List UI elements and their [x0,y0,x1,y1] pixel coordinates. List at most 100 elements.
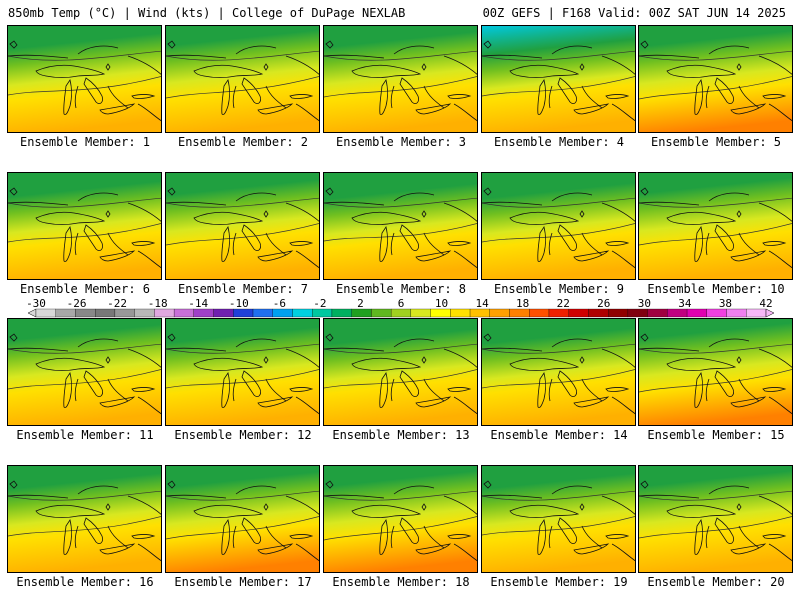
ensemble-member-label: Ensemble Member: 11 [16,428,154,442]
ensemble-member-map [165,172,320,280]
colorbar-tick-label: -26 [66,297,87,310]
ensemble-member-map [481,318,636,426]
ensemble-member-label: Ensemble Member: 5 [650,135,782,149]
colorbar-swatch [568,308,589,318]
ensemble-member-map [7,465,162,573]
ensemble-member-map [638,172,793,280]
colorbar-swatch [588,308,609,318]
ensemble-member-map [7,318,162,426]
colorbar-tick-label: 10 [434,297,449,310]
temperature-field-map [8,466,161,572]
ensemble-member-label: Ensemble Member: 6 [19,282,151,296]
chart-title: 850mb Temp (°C) | Wind (kts) | College o… [8,6,406,20]
temperature-field-map [482,319,635,425]
colorbar-swatch [213,308,234,318]
colorbar-swatch [292,308,313,318]
ensemble-member-label: Ensemble Member: 10 [647,282,785,296]
colorbar-swatch [371,308,392,318]
temperature-field-map [639,173,792,279]
ensemble-member-map [481,25,636,133]
ensemble-member-map [323,318,478,426]
ensemble-member-map [7,172,162,280]
temperature-field-map [324,173,477,279]
colorbar-swatch [193,308,214,318]
colorbar-swatch [529,308,550,318]
colorbar-swatch [233,308,254,318]
ensemble-member-map [165,25,320,133]
colorbar-swatch [647,308,668,318]
colorbar-arrow-right [765,308,775,318]
ensemble-member-label: Ensemble Member: 20 [647,575,785,589]
colorbar-swatch [272,308,293,318]
colorbar-swatch [686,308,707,318]
colorbar-swatch [489,308,510,318]
colorbar-tick-label: -6 [272,297,286,310]
colorbar-tick-label: 26 [597,297,611,310]
ensemble-member-map [7,25,162,133]
colorbar-swatch [55,308,76,318]
temperature-field-map [166,319,319,425]
ensemble-member-label: Ensemble Member: 3 [335,135,467,149]
model-run-info: 00Z GEFS | F168 Valid: 00Z SAT JUN 14 20… [482,6,786,20]
temperature-field-map [8,173,161,279]
colorbar-tick-label: 2 [357,297,364,310]
colorbar-tick-label: -30 [26,297,46,310]
colorbar-tick-label: 30 [637,297,651,310]
temperature-field-map [166,26,319,132]
temperature-field-map [8,319,161,425]
temperature-field-map [482,466,635,572]
temperature-field-map [324,319,477,425]
temperature-field-map [639,26,792,132]
ensemble-member-label: Ensemble Member: 17 [174,575,312,589]
temperature-field-map [166,173,319,279]
ensemble-member-map [323,25,478,133]
colorbar-tick-label: 42 [759,297,773,310]
ensemble-member-label: Ensemble Member: 18 [332,575,470,589]
colorbar-swatch [746,308,767,318]
ensemble-member-label: Ensemble Member: 13 [332,428,470,442]
colorbar-swatch [390,308,412,318]
ensemble-member-map [638,318,793,426]
colorbar-swatch [312,308,333,318]
ensemble-member-label: Ensemble Member: 4 [493,135,625,149]
colorbar-swatch [95,308,116,318]
colorbar-swatch [134,308,155,318]
colorbar-tick-label: 6 [397,297,405,310]
ensemble-member-map [638,25,793,133]
colorbar-tick-label: -22 [107,297,128,310]
colorbar-tick-label: -10 [228,297,249,310]
ensemble-member-label: Ensemble Member: 14 [490,428,628,442]
ensemble-member-map [481,172,636,280]
ensemble-member-label: Ensemble Member: 2 [177,135,309,149]
colorbar-swatch [430,308,451,318]
ensemble-member-label: Ensemble Member: 8 [335,282,467,296]
colorbar-swatch [548,308,569,318]
temperature-field-map [639,319,792,425]
colorbar-arrow-left [27,308,37,318]
ensemble-member-map [165,465,320,573]
ensemble-member-label: Ensemble Member: 16 [16,575,154,589]
colorbar-swatch [726,308,747,318]
colorbar-tick-label: 38 [718,297,733,310]
colorbar-swatch [75,308,96,318]
colorbar-tick-label: -2 [313,297,327,310]
colorbar-tick-label: -14 [188,297,209,310]
colorbar-swatch [450,308,471,318]
colorbar-swatch [469,308,490,318]
ensemble-member-map [323,465,478,573]
colorbar-swatch [173,308,194,318]
temperature-field-map [166,466,319,572]
temperature-field-map [324,26,477,132]
ensemble-member-label: Ensemble Member: 15 [647,428,785,442]
colorbar-tick-label: 22 [556,297,570,310]
ensemble-member-label: Ensemble Member: 12 [174,428,312,442]
colorbar-swatch [410,308,431,318]
ensemble-member-label: Ensemble Member: 7 [177,282,309,296]
ensemble-member-map [165,318,320,426]
colorbar-swatch [608,308,629,318]
colorbar-tick-label: 18 [516,297,530,310]
colorbar-swatch [331,308,352,318]
temperature-field-map [482,173,635,279]
colorbar-swatch [627,308,648,318]
colorbar-swatch [351,308,372,318]
